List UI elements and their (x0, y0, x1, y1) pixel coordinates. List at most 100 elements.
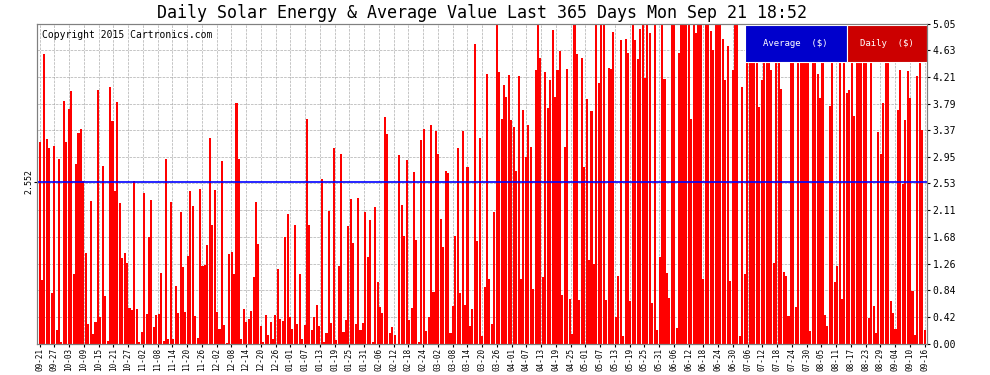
Bar (236, 103, 238, 344)
Bar (535, 70, 537, 344)
Bar (858, 43, 860, 344)
Bar (428, 318, 430, 344)
Bar (551, 30, 553, 344)
Bar (250, 311, 252, 344)
Bar (228, 254, 231, 344)
Bar (698, 8, 700, 344)
Bar (603, 8, 605, 344)
Bar (97, 90, 99, 344)
Bar (525, 157, 527, 344)
Bar (209, 138, 211, 344)
Bar (663, 79, 665, 344)
Bar (75, 165, 77, 344)
Bar (343, 332, 345, 344)
Bar (646, 8, 648, 344)
Bar (459, 293, 461, 344)
Bar (478, 138, 481, 344)
Bar (656, 330, 658, 344)
Text: Average  ($): Average ($) (763, 39, 828, 48)
Bar (296, 324, 298, 344)
Bar (812, 56, 814, 344)
Bar (760, 80, 762, 344)
Bar (112, 121, 114, 344)
Bar (362, 323, 364, 344)
Bar (464, 305, 466, 344)
Bar (635, 40, 637, 344)
Bar (150, 200, 152, 344)
Bar (411, 308, 413, 344)
Bar (255, 202, 257, 344)
Bar (695, 33, 697, 344)
Bar (391, 327, 393, 344)
Bar (384, 117, 386, 344)
Bar (50, 293, 52, 344)
Bar (834, 282, 836, 344)
Bar (755, 8, 758, 344)
Bar (600, 8, 602, 344)
Bar (540, 58, 542, 344)
Bar (371, 342, 373, 344)
Bar (829, 106, 831, 344)
Bar (510, 120, 512, 344)
FancyBboxPatch shape (847, 26, 927, 62)
Bar (863, 39, 865, 344)
Bar (451, 306, 454, 344)
Bar (668, 298, 670, 344)
Bar (55, 330, 57, 344)
Bar (109, 87, 111, 344)
Bar (238, 159, 240, 344)
Bar (248, 319, 249, 344)
Bar (224, 325, 226, 344)
Bar (885, 21, 887, 344)
Bar (406, 160, 408, 344)
Bar (430, 125, 432, 344)
Bar (376, 282, 378, 344)
Bar (44, 54, 46, 344)
Bar (304, 325, 306, 344)
Bar (586, 99, 588, 344)
Bar (518, 76, 520, 344)
Bar (748, 8, 750, 344)
Bar (742, 87, 743, 344)
Bar (284, 237, 286, 344)
Bar (671, 8, 673, 344)
Bar (556, 70, 558, 344)
Bar (588, 260, 590, 344)
Bar (661, 8, 663, 344)
Bar (824, 315, 826, 344)
Bar (114, 191, 116, 344)
Bar (902, 184, 904, 344)
Bar (765, 8, 767, 344)
Bar (797, 8, 799, 344)
Bar (338, 266, 340, 344)
Bar (583, 166, 585, 344)
Bar (710, 31, 712, 344)
Bar (155, 315, 157, 344)
Bar (449, 333, 451, 344)
Bar (259, 326, 262, 344)
Bar (882, 103, 884, 344)
FancyBboxPatch shape (744, 26, 847, 62)
Bar (162, 341, 164, 344)
Bar (389, 333, 391, 344)
Bar (792, 8, 794, 344)
Bar (827, 326, 829, 344)
Bar (216, 312, 218, 344)
Bar (211, 225, 213, 344)
Bar (890, 301, 892, 344)
Bar (214, 190, 216, 344)
Bar (289, 317, 291, 344)
Bar (121, 258, 124, 344)
Bar (359, 330, 361, 344)
Bar (408, 320, 410, 344)
Bar (768, 8, 770, 344)
Bar (770, 70, 772, 344)
Bar (177, 313, 179, 344)
Bar (354, 324, 356, 344)
Bar (814, 29, 817, 344)
Bar (394, 335, 396, 344)
Bar (875, 333, 877, 344)
Bar (124, 253, 126, 344)
Bar (160, 273, 162, 344)
Bar (206, 245, 208, 344)
